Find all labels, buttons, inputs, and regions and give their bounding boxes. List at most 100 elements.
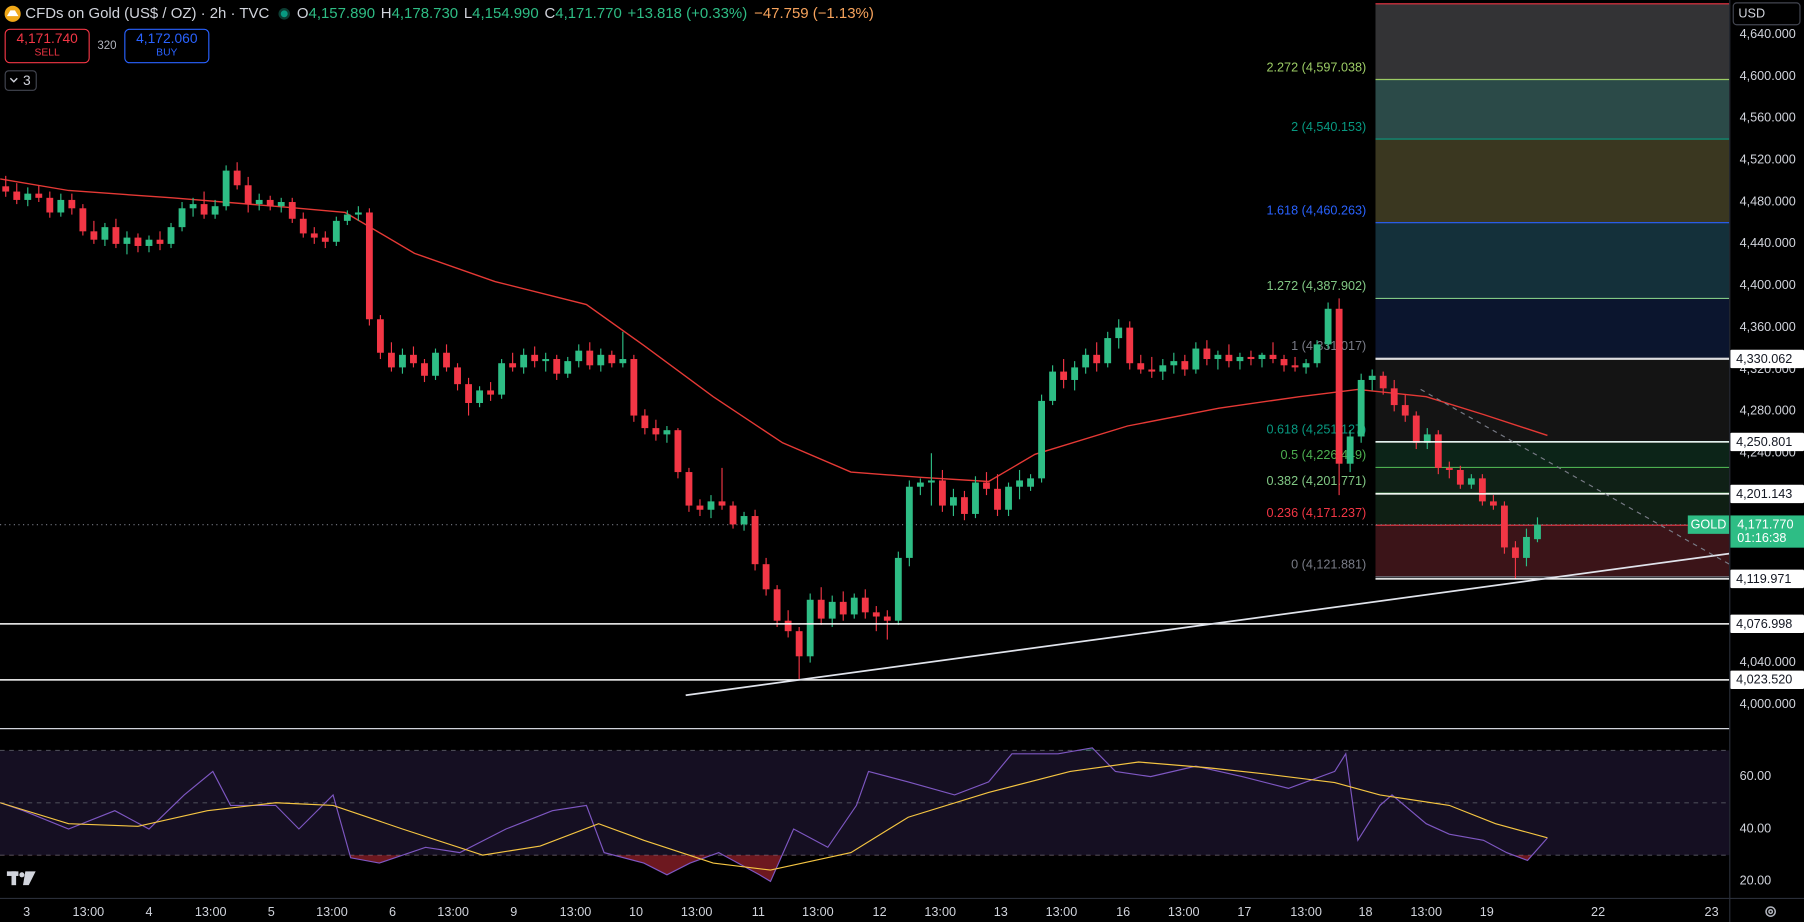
y-tick-label: 4,600.000 [1740,69,1796,83]
settings-icon[interactable] [1765,906,1776,917]
candle-body [1071,367,1079,380]
fib-label: 0.236 (4,171.237) [1266,506,1366,520]
candle-body [961,497,968,514]
fib-band [1375,139,1730,223]
x-tick-label: 13:00 [1410,905,1442,919]
fib-band [1375,467,1730,494]
candle-body [1005,486,1012,510]
indicators-toggle[interactable] [4,70,37,91]
candle-body [817,599,825,619]
candle-body [1170,361,1178,366]
candle-body [1489,501,1497,506]
candle-body [1412,415,1420,443]
candle-body [1368,375,1376,380]
fib-band [1375,493,1730,526]
last-price-label: 4,171.770 [1737,518,1793,532]
x-tick-label: 13:00 [1168,905,1200,919]
fib-band [1375,298,1730,358]
x-tick-label: 22 [1591,905,1605,919]
sell-button[interactable] [4,28,90,64]
candle-body [24,193,32,200]
symbol-label: GOLD [1691,518,1727,532]
candle-body [729,505,737,525]
price-label: 4,330.062 [1736,352,1792,366]
fib-label: 0 (4,121.881) [1291,558,1366,572]
candle-body [983,482,990,489]
candle-body [222,170,230,207]
candle-body [509,363,517,368]
rsi-line [0,747,1548,883]
price-label-box [1730,484,1804,504]
y-tick-label: 4,280.000 [1740,404,1796,418]
buy-button[interactable] [124,28,210,64]
candle-body [35,193,43,198]
candle-body [1049,371,1057,401]
candle-body [1027,478,1034,487]
x-tick-label: 6 [389,905,396,919]
rsi-tick-label: 20.00 [1740,874,1772,888]
candle-body [883,616,891,621]
candle-body [112,227,120,244]
price-label: 4,119.971 [1736,572,1791,586]
fib-label: 1 (4,331.017) [1291,339,1366,353]
price-label-box [1730,349,1804,369]
candle-body [46,197,54,213]
candle-body [1159,365,1167,372]
candle-body [376,319,384,353]
trend-line [685,552,1730,697]
currency-box[interactable] [1732,2,1801,26]
candle-body [1258,354,1266,360]
candle-body [321,237,329,242]
candle-body [255,199,263,205]
candle-body [388,352,395,368]
x-tick-label: 16 [1116,905,1130,919]
candle-body [443,352,450,368]
candle-body [828,601,836,619]
candle-body [1434,434,1442,468]
candle-body [520,354,528,368]
candle-body [938,480,946,506]
candle-body [1534,524,1541,540]
candle-body [68,199,76,209]
symbol-box [1687,515,1730,534]
candle-body [663,430,671,435]
candle-body [707,501,715,510]
header: CFDs on Gold (US$ / OZ) · 2h · TVC O 4,157… [4,2,1801,91]
x-tick-label: 5 [268,905,275,919]
price-label: 4,250.801 [1736,435,1792,449]
candle-body [1104,338,1112,364]
countdown-label: 01:16:38 [1737,531,1786,545]
spread: 320 [97,40,116,52]
candle-body [343,214,351,221]
status-dot [278,8,290,20]
candle-body [1214,354,1222,360]
candle-body [1126,327,1134,364]
candle-body [432,352,439,376]
candle-body [178,208,186,228]
header-text: 4,178.730 [392,5,459,22]
candle-body [1500,505,1508,548]
candle-body [1060,371,1068,380]
y-tick-label: 4,640.000 [1740,27,1796,41]
candle-body [950,497,957,506]
tv-logo[interactable] [6,871,36,886]
x-tick-label: 13:00 [437,905,469,919]
candle-body [167,227,175,244]
chevron [9,77,18,83]
fib-label: 0.618 (4,251.127) [1266,422,1366,436]
header-text: +13.818 (+0.33%) [628,5,748,22]
candle-body [410,354,417,364]
x-tick-label: 17 [1237,905,1251,919]
axes: 4,000.0004,040.0004,080.0004,120.0004,16… [23,27,1804,919]
candle-body [421,363,428,376]
candle-body [542,359,550,362]
candle-body [1093,354,1101,364]
candle-body [839,601,847,615]
candle-body [465,384,472,403]
x-tick-label: 18 [1359,905,1373,919]
candle-body [872,612,880,617]
candle-body [1192,348,1200,370]
candle-body [861,597,869,613]
candle-body [630,359,638,416]
